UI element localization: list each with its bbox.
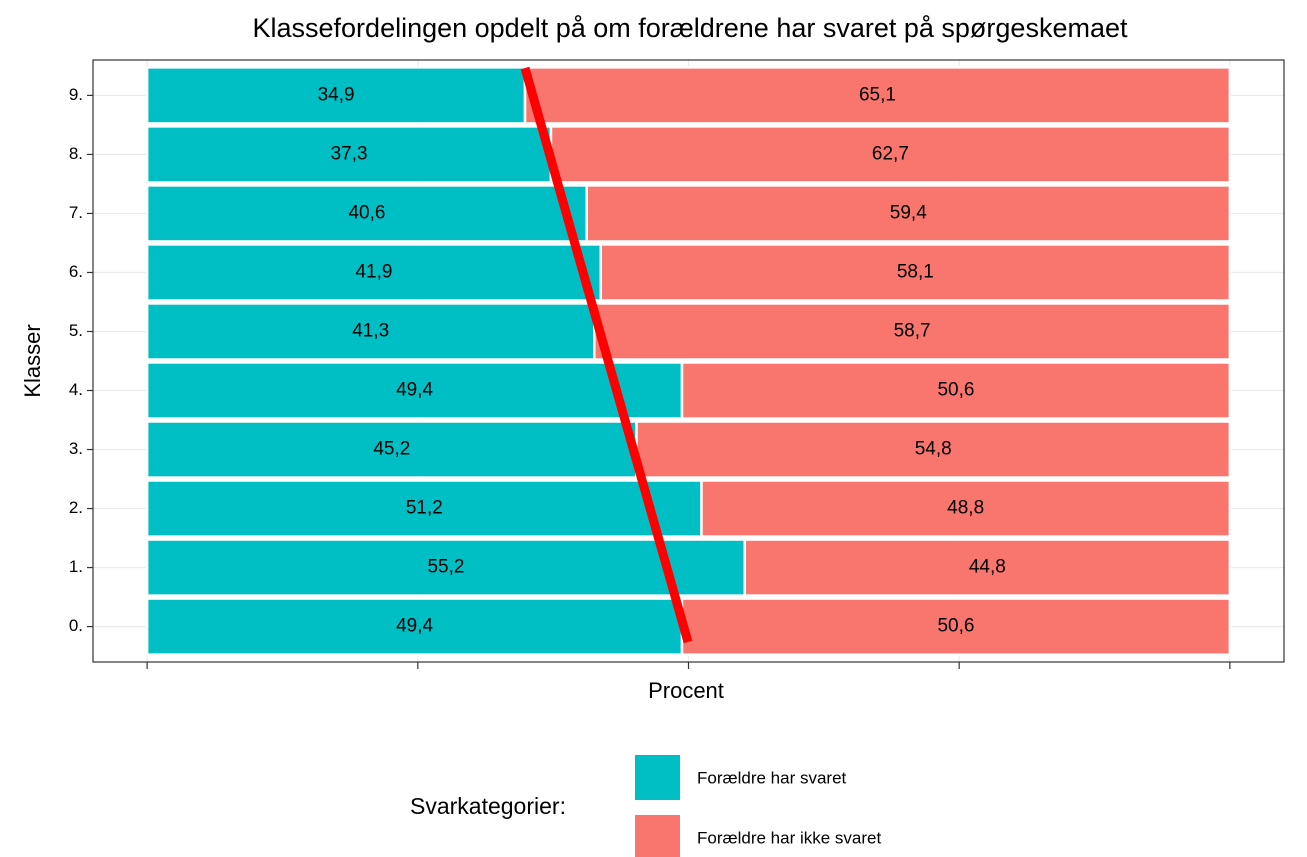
bar xyxy=(145,302,596,361)
bar xyxy=(599,243,1232,302)
y-tick-label: 1. xyxy=(69,557,83,576)
bar xyxy=(743,538,1232,597)
y-tick-label: 3. xyxy=(69,439,83,458)
data-label: 58,7 xyxy=(894,321,931,342)
data-label: 49,4 xyxy=(396,616,433,637)
bar xyxy=(523,66,1232,125)
y-tick-label: 7. xyxy=(69,203,83,222)
bar xyxy=(145,125,553,184)
chart-title: Klassefordelingen opdelt på om forældren… xyxy=(253,13,1128,43)
y-tick-label: 9. xyxy=(69,85,83,104)
data-label: 34,9 xyxy=(318,84,355,105)
y-tick-label: 4. xyxy=(69,380,83,399)
bar xyxy=(585,184,1232,243)
legend-key xyxy=(635,815,680,857)
bar xyxy=(145,66,527,125)
data-label: 41,9 xyxy=(355,261,392,282)
bar xyxy=(145,479,703,538)
data-label: 48,8 xyxy=(947,498,984,519)
y-tick-label: 6. xyxy=(69,262,83,281)
data-label: 37,3 xyxy=(331,143,368,164)
data-label: 59,4 xyxy=(890,202,927,223)
annotation-line xyxy=(520,66,693,644)
bar xyxy=(700,479,1232,538)
legend-key xyxy=(635,755,680,800)
bar xyxy=(145,361,684,420)
data-label: 44,8 xyxy=(969,557,1006,578)
data-label: 55,2 xyxy=(427,557,464,578)
data-label: 54,8 xyxy=(915,439,952,460)
data-label: 50,6 xyxy=(937,616,974,637)
data-label: 51,2 xyxy=(406,498,443,519)
legend-label: Forældre har svaret xyxy=(697,768,847,787)
y-tick-label: 5. xyxy=(69,321,83,340)
data-label: 50,6 xyxy=(937,380,974,401)
x-axis-label: Procent xyxy=(648,678,724,703)
data-label: 45,2 xyxy=(373,439,410,460)
y-tick-label: 0. xyxy=(69,616,83,635)
data-label: 41,3 xyxy=(352,321,389,342)
data-label: 49,4 xyxy=(396,380,433,401)
data-label: 58,1 xyxy=(897,261,934,282)
data-label: 65,1 xyxy=(859,84,896,105)
bar xyxy=(593,302,1232,361)
bar xyxy=(635,420,1232,479)
legend-title: Svarkategorier: xyxy=(410,793,566,819)
data-label: 62,7 xyxy=(872,143,909,164)
bar xyxy=(145,184,588,243)
y-axis-label: Klasser xyxy=(20,324,45,397)
data-label: 40,6 xyxy=(348,202,385,223)
bar xyxy=(680,361,1232,420)
y-tick-label: 2. xyxy=(69,498,83,517)
y-tick-label: 8. xyxy=(69,144,83,163)
bar xyxy=(680,597,1232,656)
legend-label: Forældre har ikke svaret xyxy=(697,828,882,847)
